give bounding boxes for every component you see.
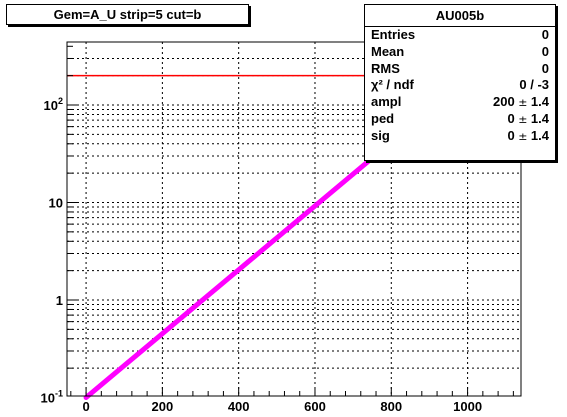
stats-value: 0 ± 1.4 [507, 128, 549, 146]
stats-value: 0 ± 1.4 [507, 111, 549, 129]
stats-value-error: 1.4 [530, 127, 549, 143]
stats-value-main: 0 [541, 60, 549, 76]
stats-value-main: 0 [541, 27, 549, 42]
axes [66, 41, 522, 397]
chart-title: Gem=A_U strip=5 cut=b [6, 4, 249, 25]
plot-frame [66, 41, 522, 397]
stats-label: ped [371, 110, 395, 126]
stats-row: Entries 0 [365, 27, 555, 44]
stats-row: ped 0 ± 1.4 [365, 111, 555, 128]
x-tick-label: 200 [152, 399, 174, 414]
plus-minus-symbol: ± [514, 96, 531, 110]
stats-value-main: 200 [493, 94, 515, 110]
grid [67, 42, 521, 396]
tick-labels: 0 200 400 600 800 1000 10-1 1 10 102 [41, 96, 483, 414]
stats-label: ampl [371, 94, 402, 110]
stats-rows: Entries 0 Mean 0 RMS 0 χ² / ndf 0 / -3 ampl 200 ±… [365, 27, 555, 145]
x-tick-label: 600 [304, 399, 326, 414]
stats-value: 0 [542, 27, 549, 44]
y-tick-label: 10 [49, 196, 63, 211]
stats-value-main: 0 / -3 [519, 77, 549, 93]
stats-label: Mean [371, 43, 405, 59]
stats-row: RMS 0 [365, 61, 555, 78]
stats-value: 0 [542, 44, 549, 61]
stats-value-main: 0 [507, 127, 515, 143]
stats-row: sig 0 ± 1.4 [365, 128, 555, 145]
stats-label: χ² / ndf [371, 77, 414, 93]
x-tick-label: 400 [228, 399, 250, 414]
stats-label: RMS [371, 60, 400, 76]
stats-value-main: 0 [541, 43, 549, 59]
stats-value-main: 0 [507, 110, 515, 126]
plus-minus-symbol: ± [514, 112, 531, 126]
stats-row: ampl 200 ± 1.4 [365, 94, 555, 111]
stats-row: Mean 0 [365, 44, 555, 61]
stats-box: AU005b Entries 0 Mean 0 RMS 0 χ² / ndf 0 / -3 am… [364, 4, 556, 161]
y-tick-label: 10-1 [41, 389, 63, 406]
y-tick-label: 102 [44, 96, 63, 113]
x-tick-label: 800 [380, 399, 402, 414]
stats-value: 0 / -3 [519, 77, 549, 94]
x-tick-label: 1000 [453, 399, 482, 414]
stats-value-error: 1.4 [530, 110, 549, 126]
x-tick-label: 0 [82, 399, 89, 414]
stats-row: χ² / ndf 0 / -3 [365, 77, 555, 94]
stats-value-error: 1.4 [530, 94, 549, 110]
stats-label: sig [371, 127, 390, 143]
y-tick-label: 1 [56, 293, 63, 308]
stats-value: 200 ± 1.4 [493, 94, 549, 112]
stats-title: AU005b [365, 5, 555, 27]
stats-value: 0 [542, 61, 549, 78]
stats-label: Entries [371, 27, 416, 42]
plus-minus-symbol: ± [514, 129, 531, 143]
